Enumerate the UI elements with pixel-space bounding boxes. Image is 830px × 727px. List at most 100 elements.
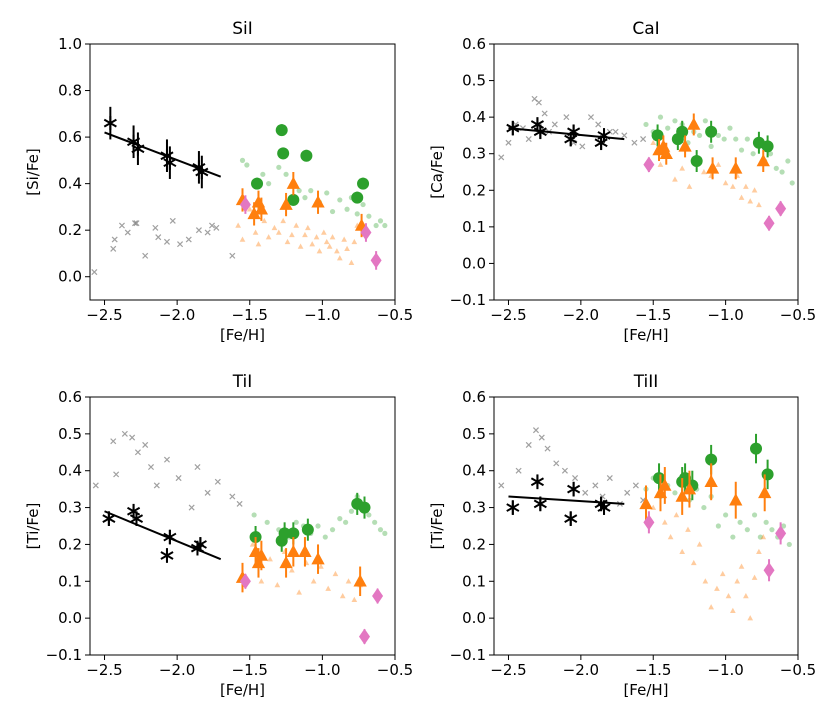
grey-crosses-point [92, 482, 99, 489]
faint-orange-point [679, 548, 686, 555]
faint-green-point [779, 169, 785, 175]
faint-orange-point [267, 556, 273, 562]
faint-orange-point [341, 236, 348, 242]
faint-orange-point [751, 574, 758, 580]
grey-crosses-point [631, 139, 638, 146]
orange-triangles-point [311, 195, 325, 208]
axes-frame [89, 43, 396, 301]
grey-crosses-point [587, 114, 595, 121]
grey-crosses-point [153, 482, 160, 489]
chart-title: TiI [232, 372, 253, 392]
pink-diamonds-point [239, 196, 251, 213]
faint-orange-point [293, 222, 300, 228]
green-circles-point [690, 155, 703, 168]
faint-green-point [708, 143, 714, 149]
axes-frame [493, 396, 799, 656]
orange-triangles-point [311, 552, 325, 565]
faint-green-point [360, 201, 366, 208]
faint-orange-point [351, 238, 358, 245]
faint-orange-point [323, 238, 330, 245]
grey-crosses-point [525, 136, 532, 143]
grey-crosses-point [113, 471, 120, 478]
faint-green-point [315, 523, 321, 529]
faint-orange-point [289, 231, 295, 238]
y-tick-label: 1.0 [58, 35, 82, 53]
grey-crosses-point [129, 434, 136, 441]
faint-orange-point [673, 511, 680, 518]
grey-crosses-point [155, 234, 162, 241]
green-circles-point [761, 468, 774, 481]
grey-crosses-point [185, 236, 192, 243]
faint-green-point [744, 136, 750, 142]
faint-green-point [308, 188, 314, 194]
faint-orange-point [686, 183, 693, 189]
green-circles-point [357, 177, 370, 190]
faint-green-point [244, 162, 250, 168]
faint-orange-point [672, 176, 678, 182]
grey-crosses-point [632, 482, 639, 489]
pink-diamonds-point [372, 588, 384, 605]
pink-diamonds-point [239, 573, 251, 590]
x-tick-label: −2.0 [563, 661, 599, 679]
y-tick-label: 0.1 [462, 572, 486, 590]
faint-green-point [757, 534, 763, 540]
faint-orange-point [258, 578, 265, 584]
faint-orange-point [756, 201, 762, 208]
faint-orange-point [348, 259, 355, 266]
chart-panel-tii: TiI −2.5 −2.0 −1.5 −1.0 −0.5 −0.1 0.0 0.1 0.2 0.3 0… [24, 372, 413, 699]
grey-crosses-point [175, 475, 182, 482]
grey-crosses-point [532, 427, 540, 434]
x-axis-label: [Fe/H] [623, 326, 668, 344]
faint-orange-point [320, 229, 327, 235]
grey-crosses-point [525, 441, 532, 448]
grey-crosses-point [621, 132, 628, 139]
green-circles-point [251, 177, 264, 190]
faint-orange-point [719, 570, 726, 577]
faint-orange-point [313, 234, 320, 240]
y-tick-label: 0.4 [58, 462, 82, 480]
green-circles-point [653, 472, 666, 485]
green-circles-point [676, 125, 689, 138]
orange-triangles-point [729, 161, 743, 174]
faint-green-point [266, 181, 272, 187]
orange-triangles-point [279, 197, 293, 210]
grey-crosses-point [236, 500, 243, 507]
faint-green-point [750, 151, 756, 157]
grey-crosses-point [498, 482, 505, 489]
faint-orange-point [235, 222, 241, 228]
faint-orange-point [715, 161, 722, 167]
x-tick-label: −1.0 [707, 661, 743, 679]
orange-triangles-point [729, 493, 743, 506]
faint-green-point [264, 519, 270, 525]
metal-poor-stars-point [160, 548, 174, 563]
y-tick-label: 0.2 [58, 221, 82, 239]
y-tick-label: 0.2 [462, 181, 486, 199]
green-circles-point [351, 191, 364, 204]
green-circles-point [278, 527, 291, 540]
faint-orange-point [332, 570, 339, 577]
orange-triangles-point [705, 161, 720, 174]
grey-crosses-point [640, 136, 647, 143]
faint-green-point [329, 208, 336, 215]
faint-orange-point [751, 187, 758, 193]
grey-crosses-point [134, 449, 141, 456]
faint-orange-point [679, 165, 686, 171]
faint-green-point [715, 523, 721, 529]
grey-crosses-point [124, 229, 131, 236]
faint-green-point [366, 213, 372, 219]
faint-orange-point [696, 541, 703, 547]
orange-triangles-point [687, 117, 701, 130]
grey-crosses-point [147, 464, 155, 471]
faint-green-point [377, 218, 384, 224]
orange-triangles-point [254, 202, 269, 215]
metal-poor-stars-point [103, 116, 117, 131]
x-tick-label: −0.5 [780, 661, 816, 679]
faint-green-point [715, 132, 721, 139]
chart-panel-sii: SiI −2.5 −2.0 −1.5 −1.0 −0.5 0.0 0.2 0.4 0.6 0.8 1.… [24, 19, 413, 344]
faint-orange-point [329, 234, 336, 240]
faint-green-point [377, 527, 384, 533]
y-tick-label: 0.0 [462, 254, 486, 272]
x-axis-label: [Fe/H] [220, 681, 265, 699]
grey-crosses-point [498, 154, 505, 161]
